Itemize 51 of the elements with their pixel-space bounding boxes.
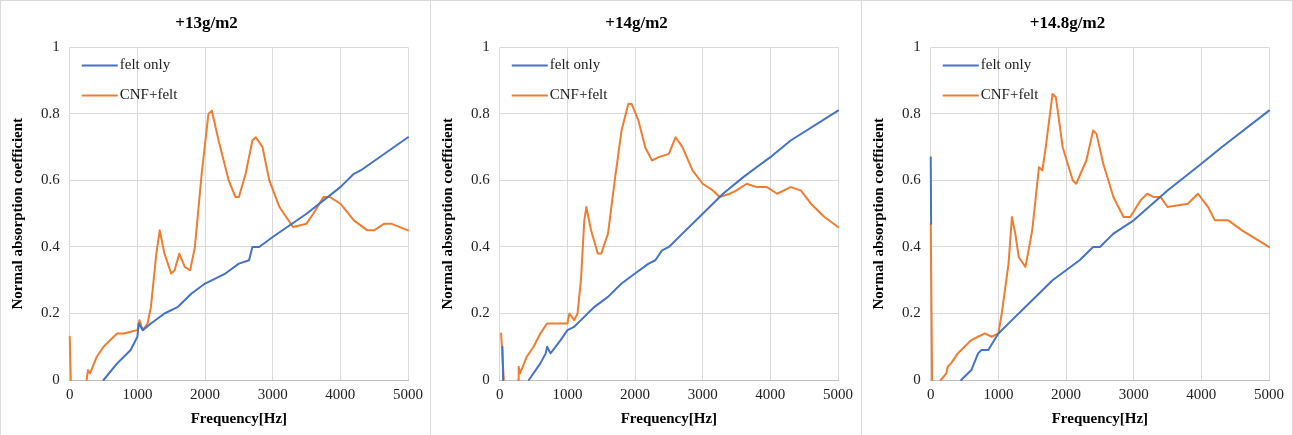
x-tick-label: 2000	[190, 385, 221, 402]
chart-title: +13g/m2	[175, 12, 238, 32]
x-tick-label: 2000	[1051, 385, 1082, 402]
y-tick-label: 0.8	[902, 104, 921, 121]
x-tick-label: 1000	[983, 385, 1014, 402]
y-tick-label: 0	[482, 370, 490, 387]
y-tick-label: 0.4	[41, 237, 61, 254]
x-tick-label: 3000	[257, 385, 288, 402]
chart-title: +14.8g/m2	[1029, 12, 1106, 32]
legend-label: CNF+felt	[549, 86, 609, 103]
x-tick-label: 5000	[823, 385, 853, 402]
x-tick-label: 3000	[687, 385, 718, 402]
y-tick-label: 0.6	[41, 171, 61, 188]
x-tick-label: 5000	[393, 385, 423, 402]
y-tick-label: 0.8	[471, 104, 490, 121]
legend-label: CNF+felt	[980, 86, 1040, 103]
y-tick-label: 0.2	[471, 304, 490, 321]
y-tick-label: 0	[913, 370, 921, 387]
y-tick-label: 0.8	[41, 104, 60, 121]
y-tick-label: 1	[913, 38, 921, 55]
legend-label: felt only	[549, 56, 601, 73]
y-axis-title: Normal absorption coefficient	[438, 117, 455, 310]
x-tick-label: 2000	[620, 385, 651, 402]
x-tick-label: 3000	[1118, 385, 1149, 402]
y-tick-label: 0.2	[41, 304, 60, 321]
y-tick-label: 0.4	[471, 237, 491, 254]
x-tick-label: 4000	[325, 385, 356, 402]
y-tick-label: 1	[482, 38, 490, 55]
x-tick-label: 4000	[1186, 385, 1217, 402]
x-tick-label: 4000	[755, 385, 786, 402]
y-tick-label: 1	[52, 38, 60, 55]
y-tick-label: 0.6	[471, 171, 491, 188]
y-tick-label: 0	[52, 370, 60, 387]
y-axis-title: Normal absorption coefficient	[8, 117, 25, 310]
x-tick-label: 0	[496, 385, 504, 402]
x-axis-title: Frequency[Hz]	[620, 409, 718, 426]
x-tick-label: 0	[927, 385, 935, 402]
y-tick-label: 0.4	[902, 237, 922, 254]
y-axis-title: Normal absorption coefficient	[869, 117, 886, 310]
x-tick-label: 1000	[552, 385, 583, 402]
x-tick-label: 5000	[1254, 385, 1284, 402]
chart-title: +14g/m2	[605, 12, 668, 32]
y-tick-label: 0.2	[902, 304, 921, 321]
y-tick-label: 0.6	[902, 171, 922, 188]
legend-label: felt only	[980, 56, 1032, 73]
x-axis-title: Frequency[Hz]	[1051, 409, 1149, 426]
legend-label: CNF+felt	[119, 86, 179, 103]
x-tick-label: 1000	[122, 385, 153, 402]
x-tick-label: 0	[66, 385, 74, 402]
legend-label: felt only	[119, 56, 171, 73]
x-axis-title: Frequency[Hz]	[190, 409, 288, 426]
